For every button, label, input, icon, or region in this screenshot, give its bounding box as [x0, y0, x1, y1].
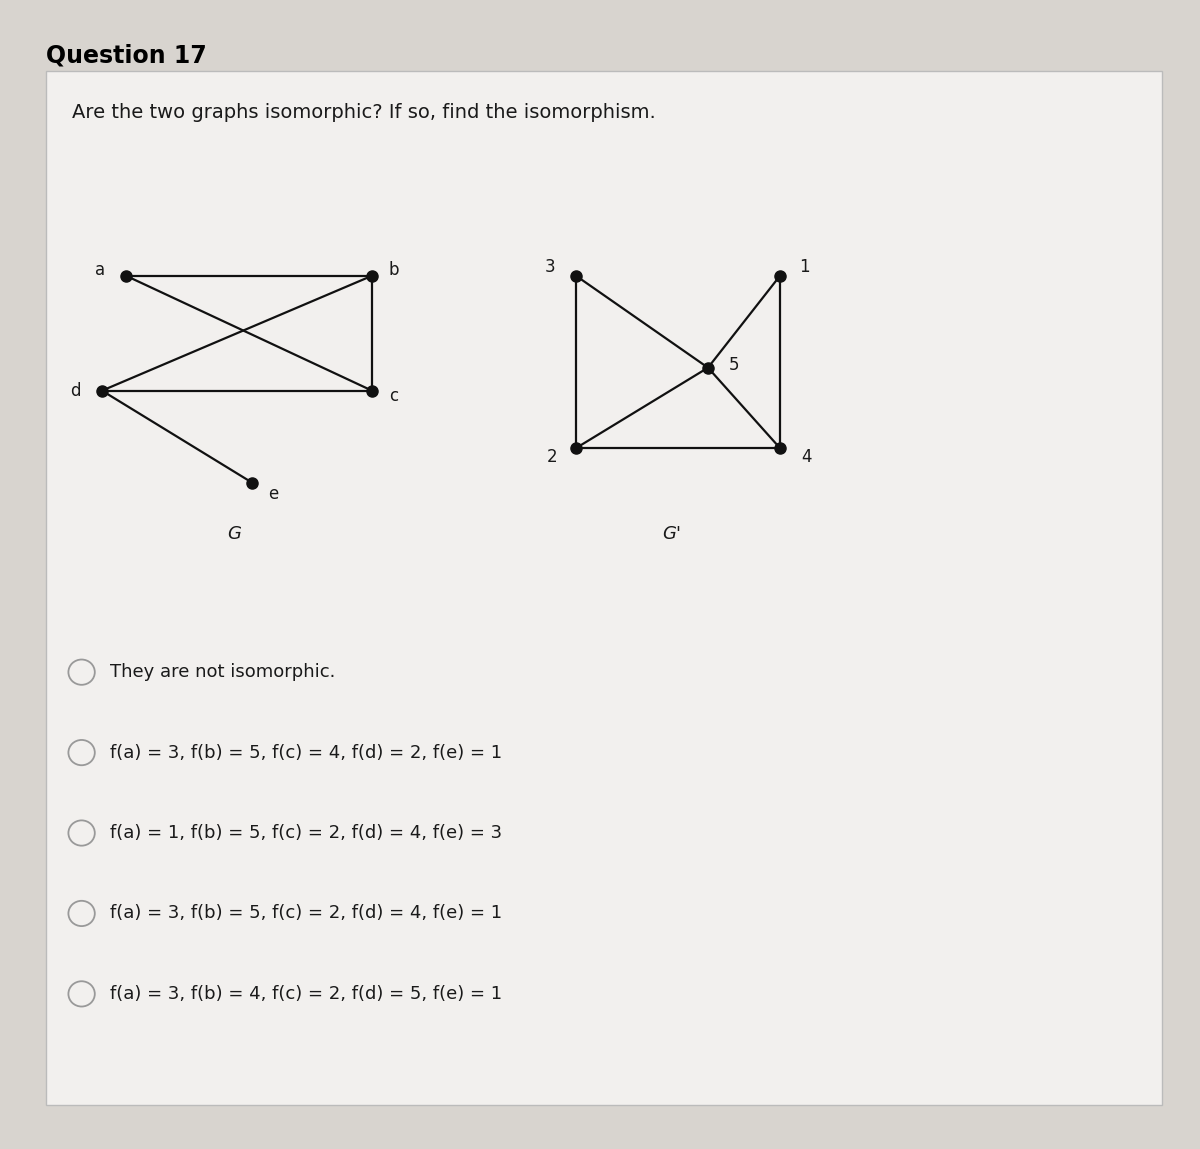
- Text: They are not isomorphic.: They are not isomorphic.: [110, 663, 336, 681]
- Text: Question 17: Question 17: [46, 44, 206, 68]
- Text: 2: 2: [547, 448, 557, 466]
- FancyBboxPatch shape: [46, 71, 1162, 1105]
- Text: 1: 1: [799, 257, 809, 276]
- Text: e: e: [269, 485, 278, 503]
- Text: 5: 5: [730, 356, 739, 375]
- Text: d: d: [71, 381, 80, 400]
- Text: 4: 4: [802, 448, 811, 466]
- Text: G': G': [662, 525, 682, 543]
- Text: Are the two graphs isomorphic? If so, find the isomorphism.: Are the two graphs isomorphic? If so, fi…: [72, 103, 655, 123]
- Text: f(a) = 3, f(b) = 5, f(c) = 2, f(d) = 4, f(e) = 1: f(a) = 3, f(b) = 5, f(c) = 2, f(d) = 4, …: [110, 904, 503, 923]
- Text: f(a) = 3, f(b) = 4, f(c) = 2, f(d) = 5, f(e) = 1: f(a) = 3, f(b) = 4, f(c) = 2, f(d) = 5, …: [110, 985, 503, 1003]
- Text: f(a) = 1, f(b) = 5, f(c) = 2, f(d) = 4, f(e) = 3: f(a) = 1, f(b) = 5, f(c) = 2, f(d) = 4, …: [110, 824, 503, 842]
- Text: a: a: [95, 261, 104, 279]
- Text: 3: 3: [545, 257, 554, 276]
- Text: b: b: [389, 261, 398, 279]
- Text: f(a) = 3, f(b) = 5, f(c) = 4, f(d) = 2, f(e) = 1: f(a) = 3, f(b) = 5, f(c) = 4, f(d) = 2, …: [110, 743, 503, 762]
- Text: G: G: [227, 525, 241, 543]
- Text: c: c: [389, 387, 398, 406]
